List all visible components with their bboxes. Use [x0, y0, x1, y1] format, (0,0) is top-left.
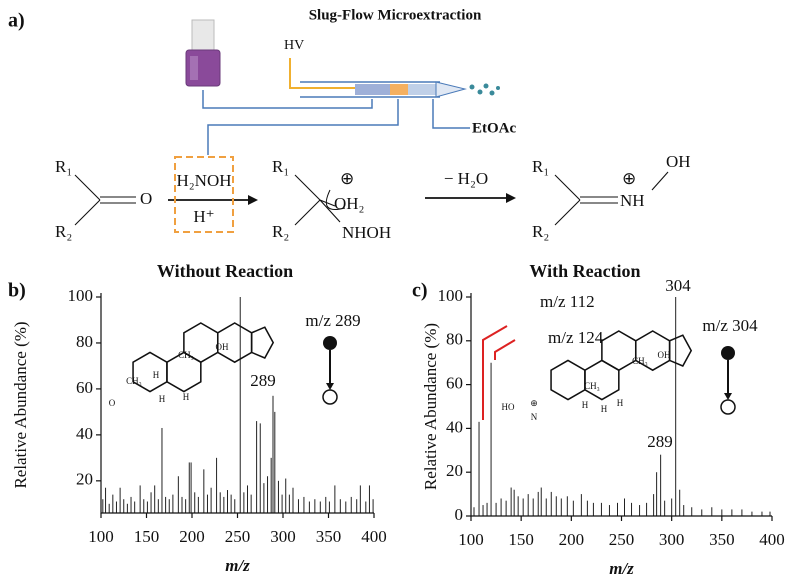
y-tick-label: 60 [76, 378, 93, 397]
water-loss: − H₂O [444, 169, 488, 188]
y-tick-label: 60 [446, 374, 463, 393]
x-tick-label: 400 [361, 527, 387, 546]
x-tick-label: 200 [179, 527, 205, 546]
charge: ⊕ [622, 169, 636, 188]
structure-label: CH₃ [126, 376, 142, 386]
structure-label: H [159, 394, 166, 404]
reaction-arrows [168, 156, 516, 233]
nail-polish-bottle [185, 19, 221, 87]
r2: R₂ [272, 222, 289, 241]
y-axis-label: Relative Abundance (%) [421, 323, 440, 490]
reagent: H₂NOH [176, 171, 231, 190]
y-tick-label: 0 [455, 505, 464, 524]
annotation: m/z 304 [702, 316, 758, 335]
x-tick-label: 400 [759, 530, 785, 549]
annotation: m/z 289 [305, 311, 360, 330]
panel-label: b) [8, 280, 26, 302]
oh: OH [666, 152, 691, 171]
y-tick-label: 20 [76, 470, 93, 489]
precursor-ion [721, 346, 735, 360]
r1: R₁ [272, 157, 289, 176]
y-tick-label: 40 [76, 424, 93, 443]
x-tick-label: 300 [270, 527, 296, 546]
hv-label: HV [284, 38, 304, 53]
r1: R₁ [55, 157, 72, 176]
x-tick-label: 350 [316, 527, 342, 546]
structure-label: H [617, 398, 624, 408]
x-tick-label: 200 [559, 530, 585, 549]
annotation: m/z 124 [548, 328, 604, 347]
x-tick-label: 250 [225, 527, 251, 546]
ring [550, 359, 586, 401]
product-ion [322, 389, 338, 405]
x-tick-label: 350 [709, 530, 735, 549]
nhoh: NHOH [342, 223, 391, 242]
r2: R₂ [55, 222, 72, 241]
structure-label: CH₃ [584, 381, 600, 391]
structure-label: H [183, 392, 190, 402]
chart-title: With Reaction [529, 261, 640, 281]
x-axis-label: m/z [609, 559, 634, 578]
precursor-ion [323, 336, 337, 350]
y-tick-label: 80 [76, 332, 93, 351]
structure-label: H [601, 404, 608, 414]
annotation-leader [482, 325, 508, 420]
ring [584, 359, 620, 401]
annotation: 289 [250, 371, 276, 390]
annotation: 304 [665, 276, 691, 295]
steroid-structure [132, 322, 275, 393]
y-tick-label: 100 [68, 286, 94, 305]
panel-label: c) [412, 280, 428, 302]
charge: ⊕ [340, 169, 354, 188]
structure-label: CH₃ [178, 350, 194, 360]
r2: R₂ [532, 222, 549, 241]
oh2: OH₂ [334, 194, 364, 213]
panel-label: a) [8, 10, 25, 32]
arrow-head [724, 393, 732, 400]
nh: NH [620, 191, 645, 210]
ring [668, 334, 693, 367]
structure-label: H [153, 370, 160, 380]
x-tick-label: 250 [609, 530, 635, 549]
scheme-title: Slug-Flow Microextraction [309, 7, 482, 23]
arrow-head [326, 383, 334, 390]
ring [250, 326, 275, 359]
structure-label: O [109, 398, 116, 408]
y-tick-label: 20 [446, 461, 463, 480]
acid: H⁺ [193, 207, 214, 226]
capillary [202, 58, 500, 155]
structure-label: CH₃ [632, 356, 648, 366]
annotation: 289 [647, 432, 673, 451]
y-tick-label: 100 [438, 286, 464, 305]
annotation: m/z 112 [540, 292, 595, 311]
product-ion [720, 399, 736, 415]
annotation-leader [494, 339, 516, 360]
structure-label: OH [658, 350, 671, 360]
x-tick-label: 100 [88, 527, 114, 546]
y-tick-label: 40 [446, 417, 463, 436]
x-tick-label: 150 [508, 530, 534, 549]
structure-label: ⊕ [530, 398, 538, 408]
solvent-label: EtOAc [472, 120, 517, 136]
steroid-structure [550, 330, 693, 401]
structure-label: HO [502, 402, 515, 412]
ketone-o: O [140, 189, 152, 208]
x-axis-label: m/z [225, 556, 250, 575]
x-tick-label: 100 [458, 530, 484, 549]
structure-label: N [531, 412, 538, 422]
structure-label: H [582, 400, 589, 410]
y-axis-label: Relative Abundance (%) [11, 321, 30, 488]
ring [601, 330, 637, 372]
structure-label: OH [216, 342, 229, 352]
reaction-bonds [74, 171, 669, 226]
x-tick-label: 150 [134, 527, 160, 546]
r1: R₁ [532, 157, 549, 176]
y-tick-label: 80 [446, 330, 463, 349]
x-tick-label: 300 [659, 530, 685, 549]
chart-title: Without Reaction [157, 261, 293, 281]
